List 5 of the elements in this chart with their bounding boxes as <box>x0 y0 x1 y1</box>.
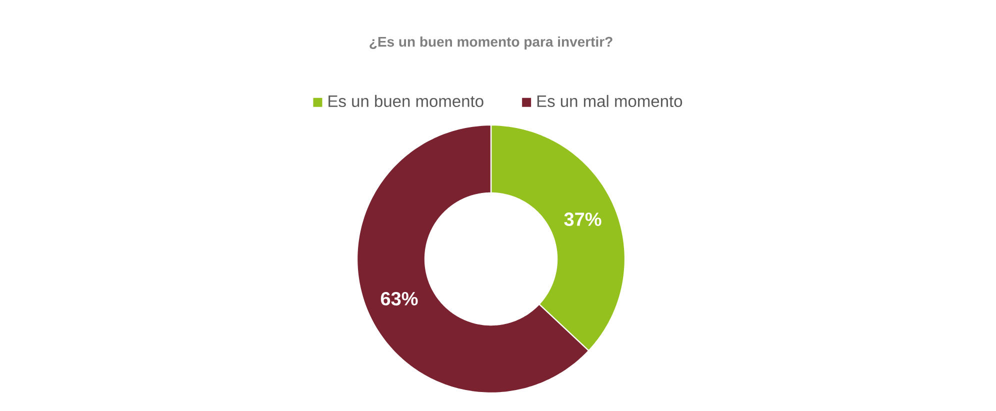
legend-label: Es un mal momento <box>537 94 682 108</box>
data-label: 63% <box>380 292 418 306</box>
chart-title: ¿Es un buen momento para invertir? <box>370 36 612 50</box>
legend-label: Es un buen momento <box>328 94 484 108</box>
data-label: 37% <box>564 212 602 226</box>
